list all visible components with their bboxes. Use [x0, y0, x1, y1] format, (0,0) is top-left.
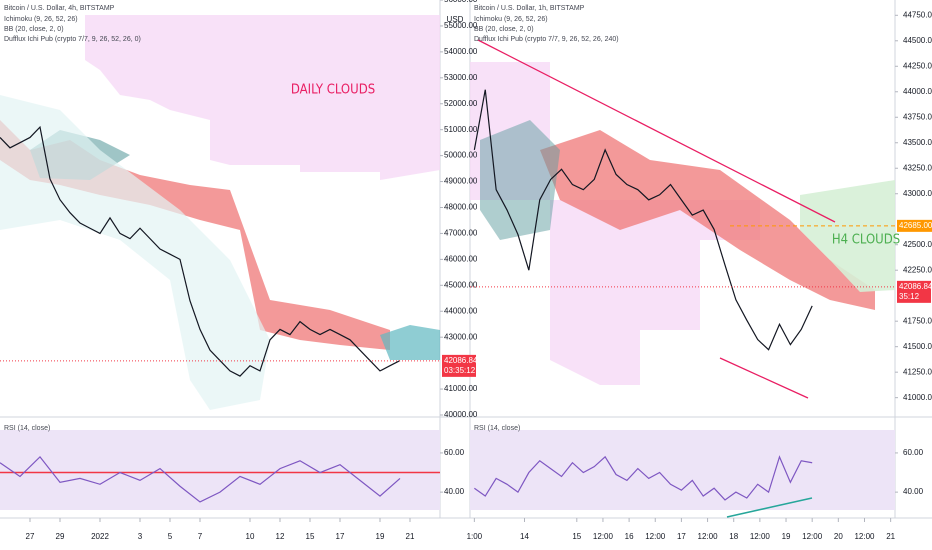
y-tick-label: 47000.00	[444, 229, 478, 238]
y-tick-label: 60.00	[444, 448, 465, 457]
annotation: H4 CLOUDS	[832, 233, 900, 248]
price-line	[473, 89, 813, 351]
h4-cloud	[800, 180, 895, 292]
x-tick-label: 12:00	[698, 532, 719, 541]
y-tick-label: 55000.00	[444, 21, 478, 30]
countdown: 03:35:12	[444, 366, 476, 375]
y-tick-label: 41000.00	[444, 384, 478, 393]
y-tick-label: 48000.00	[444, 203, 478, 212]
legend-title: RSI (14, close)	[4, 425, 50, 432]
y-tick-label: 42250.00	[903, 265, 932, 274]
y-tick-label: 40000.00	[444, 410, 478, 419]
annotation: DAILY CLOUDS	[291, 83, 375, 98]
x-tick-label: 29	[56, 532, 65, 541]
legend-indicator: Ichimoku (9, 26, 52, 26)	[4, 16, 78, 23]
price-box	[442, 354, 476, 377]
y-tick-label: 42500.00	[903, 240, 932, 249]
x-tick-label: 21	[886, 532, 895, 541]
legend-indicator: Ichimoku (9, 26, 52, 26)	[474, 16, 548, 23]
x-tick-label: 27	[26, 532, 35, 541]
ichimoku-cloud	[380, 325, 440, 360]
y-tick-label: 43000.00	[444, 332, 478, 341]
y-tick-label: 41250.00	[903, 367, 932, 376]
x-tick-label: 19	[782, 532, 791, 541]
legend-indicator: Dufflux Ichi Pub (crypto 7/7, 9, 26, 52,…	[4, 36, 141, 43]
x-tick-label: 14	[520, 532, 529, 541]
trend-arrow	[719, 357, 809, 399]
x-tick-label: 3	[138, 532, 143, 541]
legend-indicator: BB (20, close, 2, 0)	[474, 26, 534, 33]
y-tick-label: 43500.00	[903, 138, 932, 147]
y-tick-label: 43000.00	[903, 189, 932, 198]
currency: USD	[447, 15, 464, 24]
y-tick-label: 41000.00	[903, 393, 932, 402]
x-tick-label: 15	[572, 532, 581, 541]
x-tick-label: 12:00	[750, 532, 771, 541]
legend-title: RSI (14, close)	[474, 425, 520, 432]
y-tick-label: 49000.00	[444, 177, 478, 186]
y-tick-label: 43250.00	[903, 163, 932, 172]
price-box	[897, 280, 931, 303]
x-tick-label: 12	[276, 532, 285, 541]
price-line	[0, 455, 401, 503]
x-tick-label: 12:00	[854, 532, 875, 541]
x-tick-label: 17	[677, 532, 686, 541]
y-tick-label: 45000.00	[444, 280, 478, 289]
x-tick-label: 5	[168, 532, 173, 541]
target-box	[897, 219, 932, 232]
bollinger-band	[0, 95, 270, 410]
ichimoku-cloud	[540, 130, 875, 310]
x-tick-label: 10	[246, 532, 255, 541]
x-tick-label: 7	[198, 532, 203, 541]
x-tick-label: 12:00	[645, 532, 666, 541]
y-tick-label: 44000.00	[444, 306, 478, 315]
y-tick-label: 41500.00	[903, 342, 932, 351]
x-tick-label: 15	[306, 532, 315, 541]
y-tick-label: 52000.00	[444, 99, 478, 108]
x-tick-label: 2022	[91, 532, 109, 541]
y-tick-label: 44500.00	[903, 36, 932, 45]
target-label: 42685.00	[899, 221, 932, 230]
x-tick-label: 19	[376, 532, 385, 541]
y-tick-label: 41750.00	[903, 316, 932, 325]
y-tick-label: 44250.00	[903, 61, 932, 70]
daily-cloud	[85, 15, 440, 180]
y-tick-label: 51000.00	[444, 125, 478, 134]
y-tick-label: 46000.00	[444, 254, 478, 263]
x-tick-label: 16	[625, 532, 634, 541]
y-tick-label: 44750.00	[903, 10, 932, 19]
y-tick-label: 54000.00	[444, 47, 478, 56]
last-price-label: 42086.84	[444, 356, 478, 365]
legend-title: Bitcoin / U.S. Dollar, 1h, BITSTAMP	[474, 5, 585, 12]
countdown: 35:12	[899, 292, 920, 301]
y-tick-label: 40.00	[903, 487, 924, 496]
ichimoku-cloud	[480, 120, 560, 240]
y-tick-label: 43750.00	[903, 112, 932, 121]
x-tick-label: 12:00	[802, 532, 823, 541]
y-tick-label: 40.00	[444, 487, 465, 496]
y-tick-label: 50000.00	[444, 151, 478, 160]
y-tick-label: 60.00	[903, 448, 924, 457]
y-tick-label: 56000.00	[444, 0, 478, 4]
last-price-label: 42086.84	[899, 282, 932, 291]
x-tick-label: 18	[729, 532, 738, 541]
trend-arrow	[726, 497, 813, 518]
x-tick-label: 21	[406, 532, 415, 541]
price-line	[0, 125, 401, 377]
rsi-band	[470, 430, 895, 510]
legend-title: Bitcoin / U.S. Dollar, 4h, BITSTAMP	[4, 5, 115, 12]
rsi-band	[0, 430, 440, 510]
y-tick-label: 53000.00	[444, 73, 478, 82]
x-tick-label: 20	[834, 532, 843, 541]
x-tick-label: 1:00	[467, 532, 483, 541]
x-tick-label: 12:00	[593, 532, 614, 541]
y-tick-label: 44000.00	[903, 87, 932, 96]
legend-indicator: Dufflux Ichi Pub (crypto 7/7, 9, 26, 52,…	[474, 36, 619, 43]
legend-indicator: BB (20, close, 2, 0)	[4, 26, 64, 33]
trend-line	[477, 39, 836, 223]
price-line	[474, 455, 813, 501]
x-tick-label: 17	[336, 532, 345, 541]
